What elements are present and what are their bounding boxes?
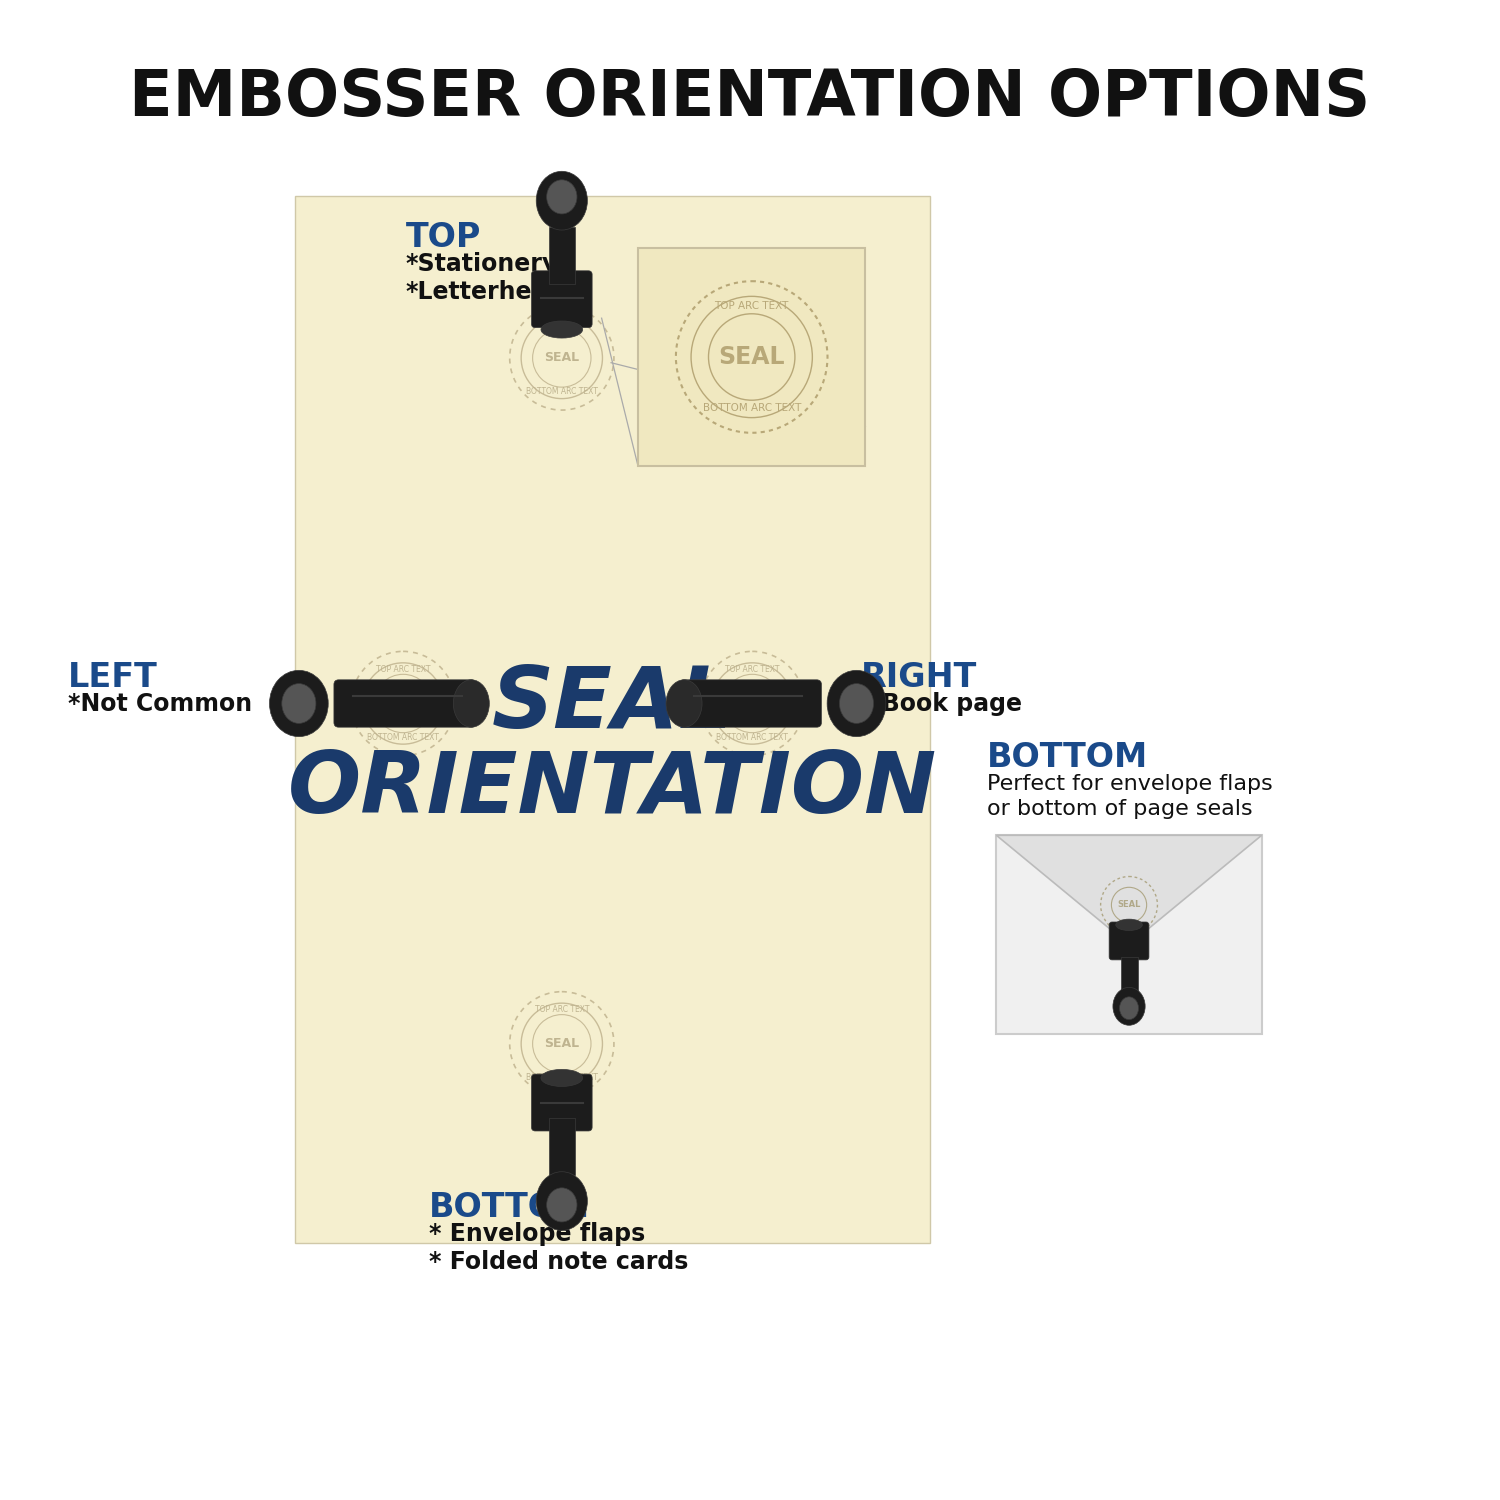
Text: SEAL: SEAL: [1118, 900, 1140, 909]
Text: BOTTOM ARC TEXT: BOTTOM ARC TEXT: [368, 734, 440, 742]
Ellipse shape: [1113, 987, 1144, 1026]
Text: SEAL: SEAL: [492, 663, 734, 746]
Text: SEAL: SEAL: [718, 345, 784, 369]
Text: SEAL: SEAL: [544, 1038, 579, 1050]
Ellipse shape: [282, 684, 316, 723]
Ellipse shape: [827, 670, 886, 736]
Text: BOTTOM: BOTTOM: [429, 1191, 591, 1224]
Text: SEAL: SEAL: [735, 698, 770, 709]
Ellipse shape: [546, 180, 578, 214]
Text: BOTTOM ARC TEXT: BOTTOM ARC TEXT: [526, 1072, 597, 1082]
Text: *Not Common: *Not Common: [68, 692, 252, 715]
Ellipse shape: [542, 1070, 582, 1086]
Text: * Book page: * Book page: [861, 692, 1022, 715]
Text: BOTTOM ARC TEXT: BOTTOM ARC TEXT: [717, 734, 788, 742]
Ellipse shape: [270, 670, 328, 736]
Ellipse shape: [536, 171, 588, 230]
Text: RIGHT: RIGHT: [861, 662, 978, 694]
Text: ORIENTATION: ORIENTATION: [288, 748, 938, 831]
Bar: [638, 248, 866, 466]
Text: SEAL: SEAL: [544, 351, 579, 364]
FancyBboxPatch shape: [334, 680, 476, 728]
Ellipse shape: [542, 321, 582, 338]
Text: TOP ARC TEXT: TOP ARC TEXT: [534, 320, 590, 328]
Bar: [996, 836, 1262, 1035]
FancyBboxPatch shape: [531, 1074, 592, 1131]
Text: TOP ARC TEXT: TOP ARC TEXT: [376, 664, 430, 674]
Text: TOP ARC TEXT: TOP ARC TEXT: [724, 664, 780, 674]
FancyBboxPatch shape: [531, 272, 592, 327]
Text: TOP: TOP: [405, 220, 482, 254]
Text: * Envelope flaps
* Folded note cards: * Envelope flaps * Folded note cards: [429, 1222, 688, 1274]
Bar: [549, 1118, 574, 1174]
Polygon shape: [996, 836, 1262, 945]
Ellipse shape: [536, 1172, 588, 1230]
Bar: [549, 226, 574, 284]
Ellipse shape: [1119, 998, 1138, 1020]
Text: *Stationery
*Letterhead: *Stationery *Letterhead: [405, 252, 564, 303]
Text: LEFT: LEFT: [68, 662, 158, 694]
Text: EMBOSSER ORIENTATION OPTIONS: EMBOSSER ORIENTATION OPTIONS: [129, 68, 1371, 129]
Ellipse shape: [840, 684, 873, 723]
FancyBboxPatch shape: [680, 680, 822, 728]
Ellipse shape: [546, 1188, 578, 1222]
Ellipse shape: [453, 680, 489, 728]
Ellipse shape: [666, 680, 702, 728]
Text: BOTTOM ARC TEXT: BOTTOM ARC TEXT: [702, 404, 801, 412]
Text: TOP ARC TEXT: TOP ARC TEXT: [534, 1005, 590, 1014]
Text: BOTTOM: BOTTOM: [987, 741, 1148, 774]
Bar: [296, 195, 930, 1242]
Text: TOP ARC TEXT: TOP ARC TEXT: [714, 302, 789, 310]
FancyBboxPatch shape: [1108, 922, 1149, 960]
Text: or bottom of page seals: or bottom of page seals: [987, 800, 1252, 819]
Text: BOTTOM ARC TEXT: BOTTOM ARC TEXT: [526, 387, 597, 396]
Ellipse shape: [1116, 920, 1143, 930]
Bar: [1120, 957, 1137, 994]
Text: Perfect for envelope flaps: Perfect for envelope flaps: [987, 774, 1272, 794]
Text: SEAL: SEAL: [386, 698, 420, 709]
